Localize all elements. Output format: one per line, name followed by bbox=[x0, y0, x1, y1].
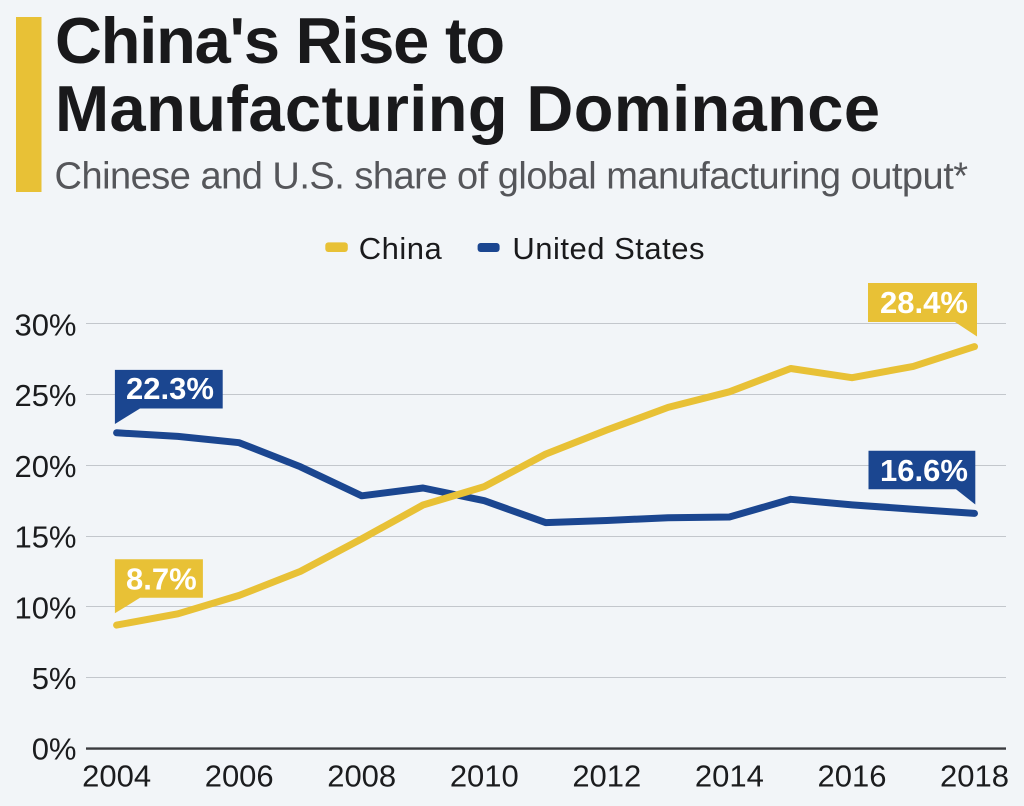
svg-text:2012: 2012 bbox=[572, 758, 641, 793]
svg-text:8.7%: 8.7% bbox=[126, 561, 197, 596]
svg-text:22.3%: 22.3% bbox=[126, 371, 214, 406]
svg-text:China's Rise to: China's Rise to bbox=[55, 4, 504, 77]
svg-text:2006: 2006 bbox=[205, 758, 274, 793]
svg-text:0%: 0% bbox=[32, 732, 77, 767]
svg-text:15%: 15% bbox=[14, 520, 76, 555]
svg-text:2008: 2008 bbox=[327, 758, 396, 793]
svg-text:30%: 30% bbox=[14, 308, 76, 343]
svg-text:16.6%: 16.6% bbox=[880, 453, 968, 488]
svg-text:25%: 25% bbox=[14, 378, 76, 413]
svg-text:Chinese and U.S. share of glob: Chinese and U.S. share of global manufac… bbox=[55, 156, 969, 198]
svg-text:2018: 2018 bbox=[940, 758, 1009, 793]
svg-text:2014: 2014 bbox=[695, 758, 764, 793]
svg-text:28.4%: 28.4% bbox=[880, 285, 968, 320]
svg-text:Manufacturing Dominance: Manufacturing Dominance bbox=[55, 72, 880, 145]
svg-text:5%: 5% bbox=[32, 661, 77, 696]
svg-text:2016: 2016 bbox=[818, 758, 887, 793]
svg-text:United States: United States bbox=[512, 231, 705, 266]
svg-text:China: China bbox=[359, 231, 443, 266]
svg-text:10%: 10% bbox=[14, 590, 76, 625]
svg-text:2010: 2010 bbox=[450, 758, 519, 793]
svg-text:2004: 2004 bbox=[82, 758, 151, 793]
svg-text:20%: 20% bbox=[14, 449, 76, 484]
